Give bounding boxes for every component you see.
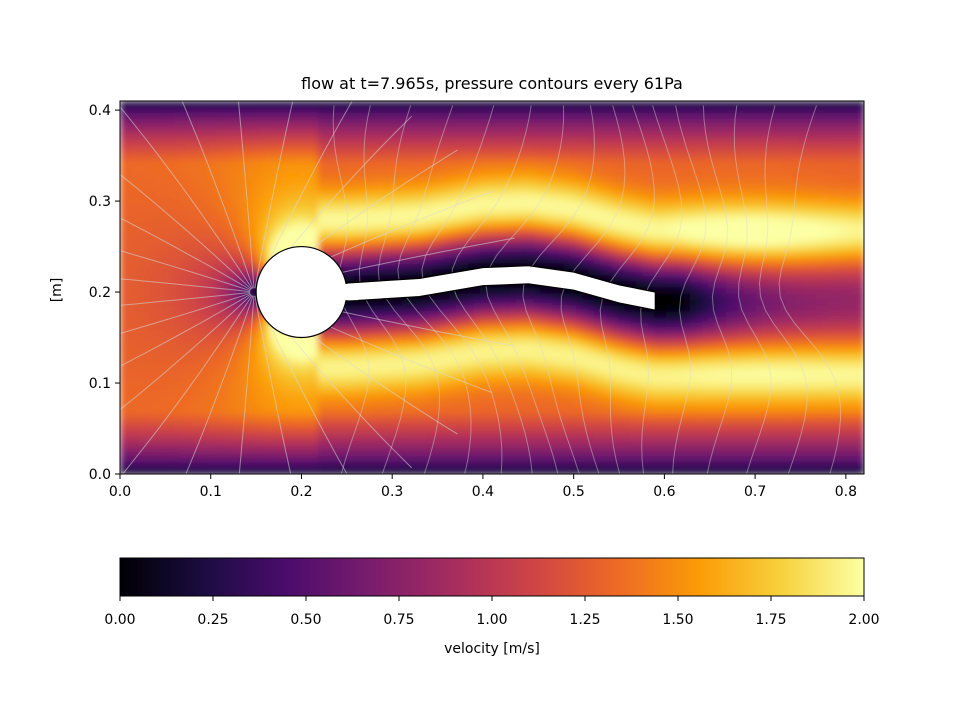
x-tick-label: 0.5 <box>563 484 585 500</box>
y-tick-label: 0.4 <box>89 103 111 119</box>
x-tick-label: 0.8 <box>835 484 857 500</box>
velocity-heatmap <box>120 101 864 474</box>
colorbar-tick-label: 1.50 <box>662 612 693 628</box>
colorbar-label: velocity [m/s] <box>444 641 540 657</box>
y-tick-label: 0.0 <box>89 467 111 483</box>
obstacle <box>255 245 656 339</box>
x-tick-label: 0.3 <box>381 484 403 500</box>
plot-frame <box>119 100 865 475</box>
colorbar: 0.00 0.25 0.50 0.75 1.00 1.25 1.50 1.75 2.00 vel… <box>104 557 880 657</box>
x-tick-label: 0.6 <box>653 484 675 500</box>
x-tick-label: 0.1 <box>200 484 222 500</box>
cylinder <box>255 245 348 339</box>
colorbar-tick-label: 0.00 <box>104 612 135 628</box>
x-tick-label: 0.0 <box>109 484 131 500</box>
x-tick-label: 0.4 <box>472 484 494 500</box>
colorbar-tick-label: 2.00 <box>848 612 879 628</box>
x-axis: 0.0 0.1 0.2 0.3 0.4 0.5 0.6 0.7 0.8 <box>109 474 857 500</box>
plot-area <box>119 100 865 475</box>
colorbar-tick-label: 0.75 <box>383 612 414 628</box>
y-axis-label: [m] <box>49 278 65 303</box>
flag <box>346 265 656 311</box>
colorbar-tick-label: 0.25 <box>197 612 228 628</box>
y-tick-label: 0.1 <box>89 376 111 392</box>
colorbar-tick-label: 1.25 <box>569 612 600 628</box>
colorbar-tick-label: 1.75 <box>755 612 786 628</box>
y-axis: 0.0 0.1 0.2 0.3 0.4 <box>89 103 120 483</box>
chart-title: flow at t=7.965s, pressure contours ever… <box>301 74 683 93</box>
x-tick-label: 0.7 <box>744 484 766 500</box>
colorbar-ticks: 0.00 0.25 0.50 0.75 1.00 1.25 1.50 1.75 2.00 <box>104 596 880 628</box>
x-tick-label: 0.2 <box>290 484 312 500</box>
y-tick-label: 0.2 <box>89 285 111 301</box>
colorbar-gradient <box>120 558 864 596</box>
colorbar-tick-label: 0.50 <box>290 612 321 628</box>
colorbar-tick-label: 1.00 <box>476 612 507 628</box>
y-tick-label: 0.3 <box>89 194 111 210</box>
